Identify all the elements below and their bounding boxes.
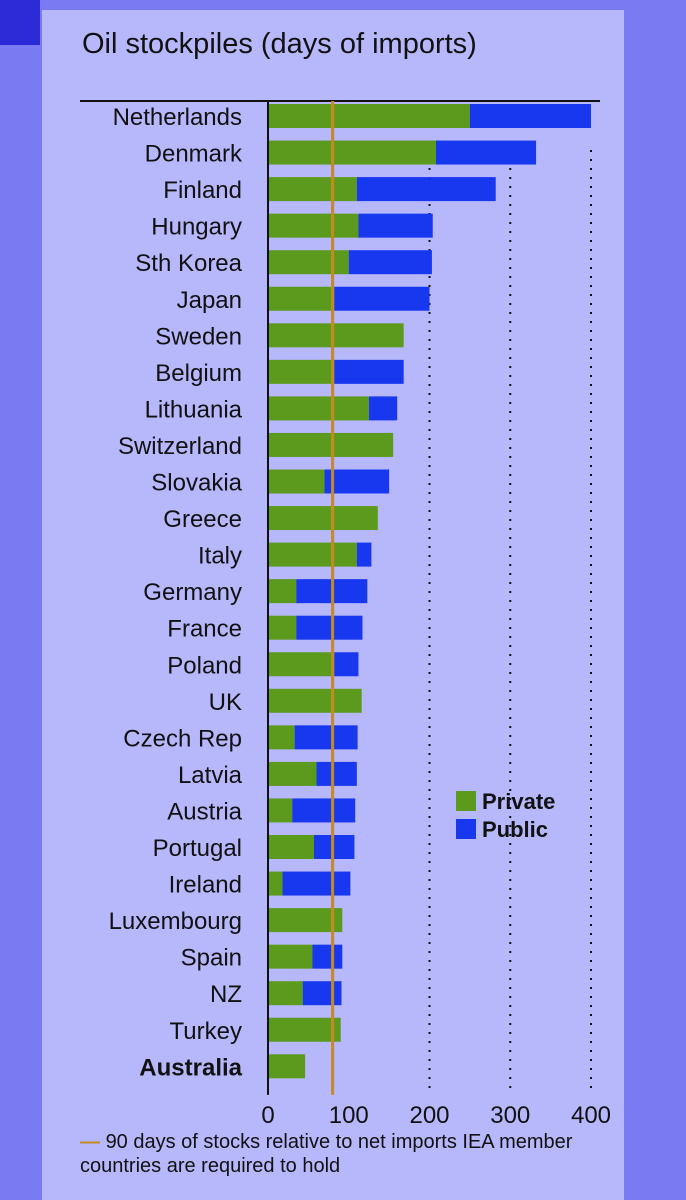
category-label: Sweden <box>155 323 242 350</box>
bar-public-lithuania <box>368 396 398 421</box>
category-label: Ireland <box>169 872 242 899</box>
bar-private-finland <box>268 177 357 202</box>
bar-public-slovakia <box>324 469 390 494</box>
bar-public-netherlands <box>469 104 591 128</box>
bar-public-denmark <box>435 140 537 165</box>
category-label: Switzerland <box>118 433 242 460</box>
category-label: Austria <box>167 798 242 825</box>
bar-public-ireland <box>282 871 351 896</box>
category-label: Hungary <box>151 214 242 241</box>
category-label: Denmark <box>145 141 243 168</box>
category-label: Finland <box>163 177 242 204</box>
bar-private-latvia <box>268 761 317 786</box>
bar-public-poland <box>334 652 359 677</box>
bar-private-lithuania <box>268 396 369 421</box>
bar-public-japan <box>334 286 430 311</box>
bar-private-germany <box>268 579 297 604</box>
bar-private-slovakia <box>268 469 325 494</box>
category-label: France <box>167 616 242 643</box>
bar-public-austria <box>292 798 356 823</box>
corner-block <box>0 0 40 45</box>
category-label: Lithuania <box>145 396 243 423</box>
category-label: Netherlands <box>113 104 242 131</box>
bar-public-latvia <box>316 761 357 786</box>
bar-private-turkey <box>268 1017 341 1042</box>
legend-swatch-private <box>456 791 476 811</box>
legend-label-private: Private <box>482 789 555 814</box>
bar-private-france <box>268 615 297 640</box>
bar-private-czech-rep <box>268 725 295 750</box>
legend-label-public: Public <box>482 817 548 842</box>
x-tick-label: 0 <box>261 1102 274 1129</box>
category-label: Germany <box>143 579 242 606</box>
bar-private-australia <box>268 1054 306 1079</box>
x-tick-label: 400 <box>571 1102 611 1129</box>
x-tick-label: 100 <box>329 1102 369 1129</box>
bar-private-switzerland <box>268 432 394 457</box>
category-label: Greece <box>163 506 242 533</box>
bar-private-hungary <box>268 213 359 238</box>
bar-public-spain <box>312 944 343 969</box>
bar-private-portugal <box>268 835 315 859</box>
bar-private-sweden <box>268 323 404 348</box>
bar-public-nz <box>302 981 342 1006</box>
bar-private-nz <box>268 981 303 1006</box>
bar-public-sth-korea <box>348 250 432 275</box>
bar-private-sth-korea <box>268 250 349 275</box>
bar-private-netherlands <box>268 104 470 128</box>
category-label: Portugal <box>153 835 242 862</box>
x-tick-label: 300 <box>490 1102 530 1129</box>
bar-private-italy <box>268 542 357 567</box>
category-label: Japan <box>177 287 242 314</box>
bar-private-denmark <box>268 140 436 165</box>
bar-private-japan <box>268 286 335 311</box>
category-label: Turkey <box>170 1018 242 1045</box>
category-label: Latvia <box>178 762 243 789</box>
bar-private-greece <box>268 506 378 531</box>
bar-private-belgium <box>268 359 335 384</box>
bar-private-austria <box>268 798 293 823</box>
category-label: Luxembourg <box>109 908 242 935</box>
bar-public-hungary <box>358 213 433 238</box>
footnote: — 90 days of stocks relative to net impo… <box>80 1130 600 1178</box>
category-label: UK <box>209 689 242 716</box>
bar-private-spain <box>268 944 313 969</box>
category-label: Spain <box>181 945 242 972</box>
bar-private-poland <box>268 652 335 677</box>
category-label: NZ <box>210 981 242 1008</box>
chart-title: Oil stockpiles (days of imports) <box>82 28 477 60</box>
bar-public-france <box>296 615 363 640</box>
bar-public-portugal <box>314 835 355 859</box>
footnote-text: 90 days of stocks relative to net import… <box>80 1131 573 1177</box>
category-label: Slovakia <box>151 470 242 497</box>
legend-swatch-public <box>456 819 476 839</box>
bar-public-italy <box>356 542 372 567</box>
category-label: Poland <box>167 652 242 679</box>
bar-private-uk <box>268 688 362 713</box>
category-label: Czech Rep <box>123 725 242 752</box>
category-label: Sth Korea <box>135 250 242 277</box>
bar-private-luxembourg <box>268 908 343 933</box>
x-tick-label: 200 <box>409 1102 449 1129</box>
bar-private-ireland <box>268 871 283 896</box>
bar-public-czech-rep <box>294 725 358 750</box>
category-label: Belgium <box>155 360 242 387</box>
bar-public-finland <box>356 177 496 202</box>
category-label: Australia <box>139 1054 242 1081</box>
category-label: Italy <box>198 543 242 570</box>
bar-public-belgium <box>334 359 404 384</box>
reference-line-legend-icon: — <box>80 1131 100 1153</box>
